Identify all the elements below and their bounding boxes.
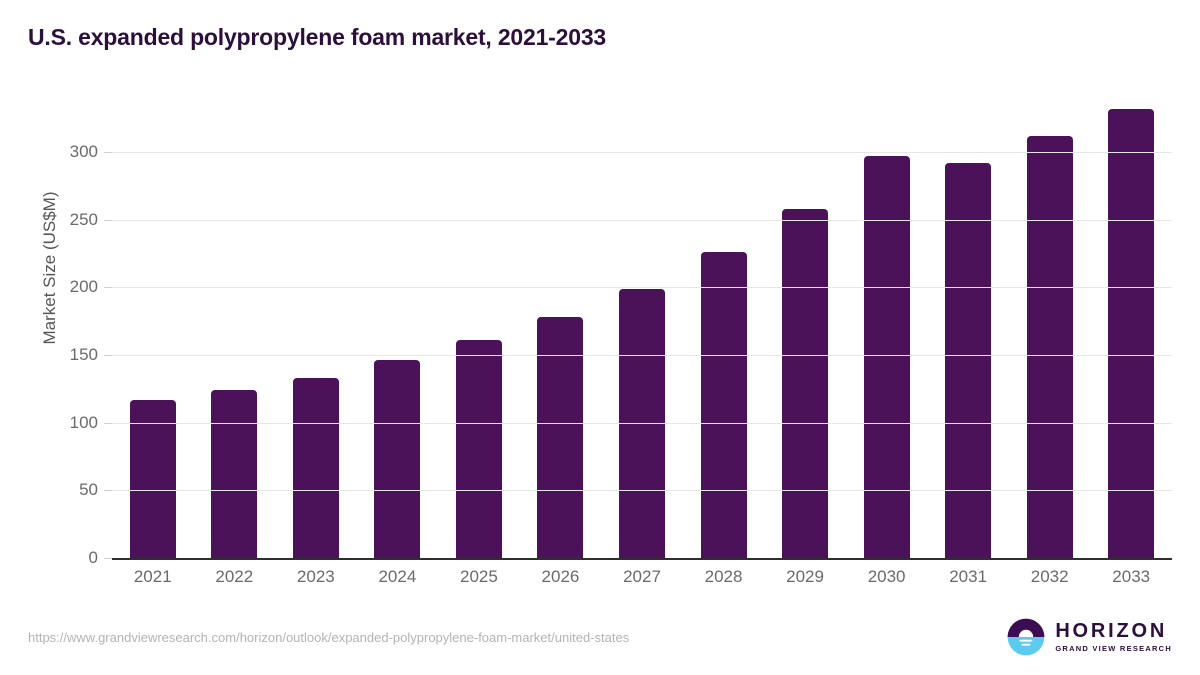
y-tick-mark xyxy=(104,355,112,356)
bar[interactable] xyxy=(455,340,502,558)
x-tick-label: 2025 xyxy=(460,567,498,586)
bar[interactable] xyxy=(700,252,747,558)
bar[interactable] xyxy=(537,317,584,558)
gridline xyxy=(112,152,1172,153)
bar[interactable] xyxy=(863,156,910,558)
x-tick-label: 2023 xyxy=(296,567,335,586)
x-axis-line xyxy=(112,558,1172,560)
x-tick-label: 2022 xyxy=(215,567,254,586)
bar[interactable] xyxy=(782,208,829,558)
x-tick-label: 2021 xyxy=(133,567,172,586)
y-tick-mark xyxy=(104,219,112,221)
bar[interactable] xyxy=(945,162,992,558)
bar[interactable] xyxy=(374,360,421,558)
logo: HORIZON GRAND VIEW RESEARCH xyxy=(1006,617,1172,657)
bar[interactable] xyxy=(1026,135,1073,558)
page-title: U.S. expanded polypropylene foam market,… xyxy=(28,24,607,50)
x-tick-label: 2030 xyxy=(867,567,906,586)
x-tick-label: 2031 xyxy=(949,567,988,586)
gridline xyxy=(112,490,1172,492)
y-tick-label: 0 xyxy=(88,548,98,567)
bar[interactable] xyxy=(211,390,258,558)
y-axis-ticks: 0 50 100 150 200 250 300 xyxy=(36,0,98,675)
x-tick-label: 2029 xyxy=(786,567,824,586)
y-tick-label: 250 xyxy=(69,209,98,229)
x-tick-label: 2028 xyxy=(704,567,743,586)
logo-title: HORIZON xyxy=(1055,620,1168,643)
y-tick-label: 50 xyxy=(79,480,98,500)
x-tick-label: 2027 xyxy=(623,567,661,586)
y-tick-mark xyxy=(104,490,112,492)
horizon-sun-circle-icon xyxy=(1007,618,1045,656)
x-tick-label: 2026 xyxy=(541,567,580,586)
gridline xyxy=(112,287,1172,289)
x-tick-label: 2033 xyxy=(1112,567,1151,586)
y-tick-label: 200 xyxy=(69,277,98,297)
y-tick-mark xyxy=(104,287,112,289)
x-tick-label: 2024 xyxy=(378,567,417,586)
gridline xyxy=(112,422,1172,424)
y-tick-mark xyxy=(104,422,112,424)
y-tick-label: 150 xyxy=(69,345,98,364)
bar[interactable] xyxy=(1108,108,1155,558)
gridline xyxy=(112,355,1172,356)
bar[interactable] xyxy=(292,378,339,558)
logo-tagline: GRAND VIEW RESEARCH xyxy=(1055,644,1172,654)
y-tick-label: 100 xyxy=(69,412,98,432)
x-tick-label: 2032 xyxy=(1030,567,1069,586)
logo-text: HORIZON GRAND VIEW RESEARCH xyxy=(1055,621,1172,653)
bar[interactable] xyxy=(129,399,176,558)
source-url[interactable]: https://www.grandviewresearch.com/horizo… xyxy=(28,630,630,645)
y-tick-mark xyxy=(104,152,112,153)
gridline xyxy=(112,219,1172,221)
y-tick-label: 300 xyxy=(69,142,98,161)
y-tick-mark xyxy=(104,558,112,559)
